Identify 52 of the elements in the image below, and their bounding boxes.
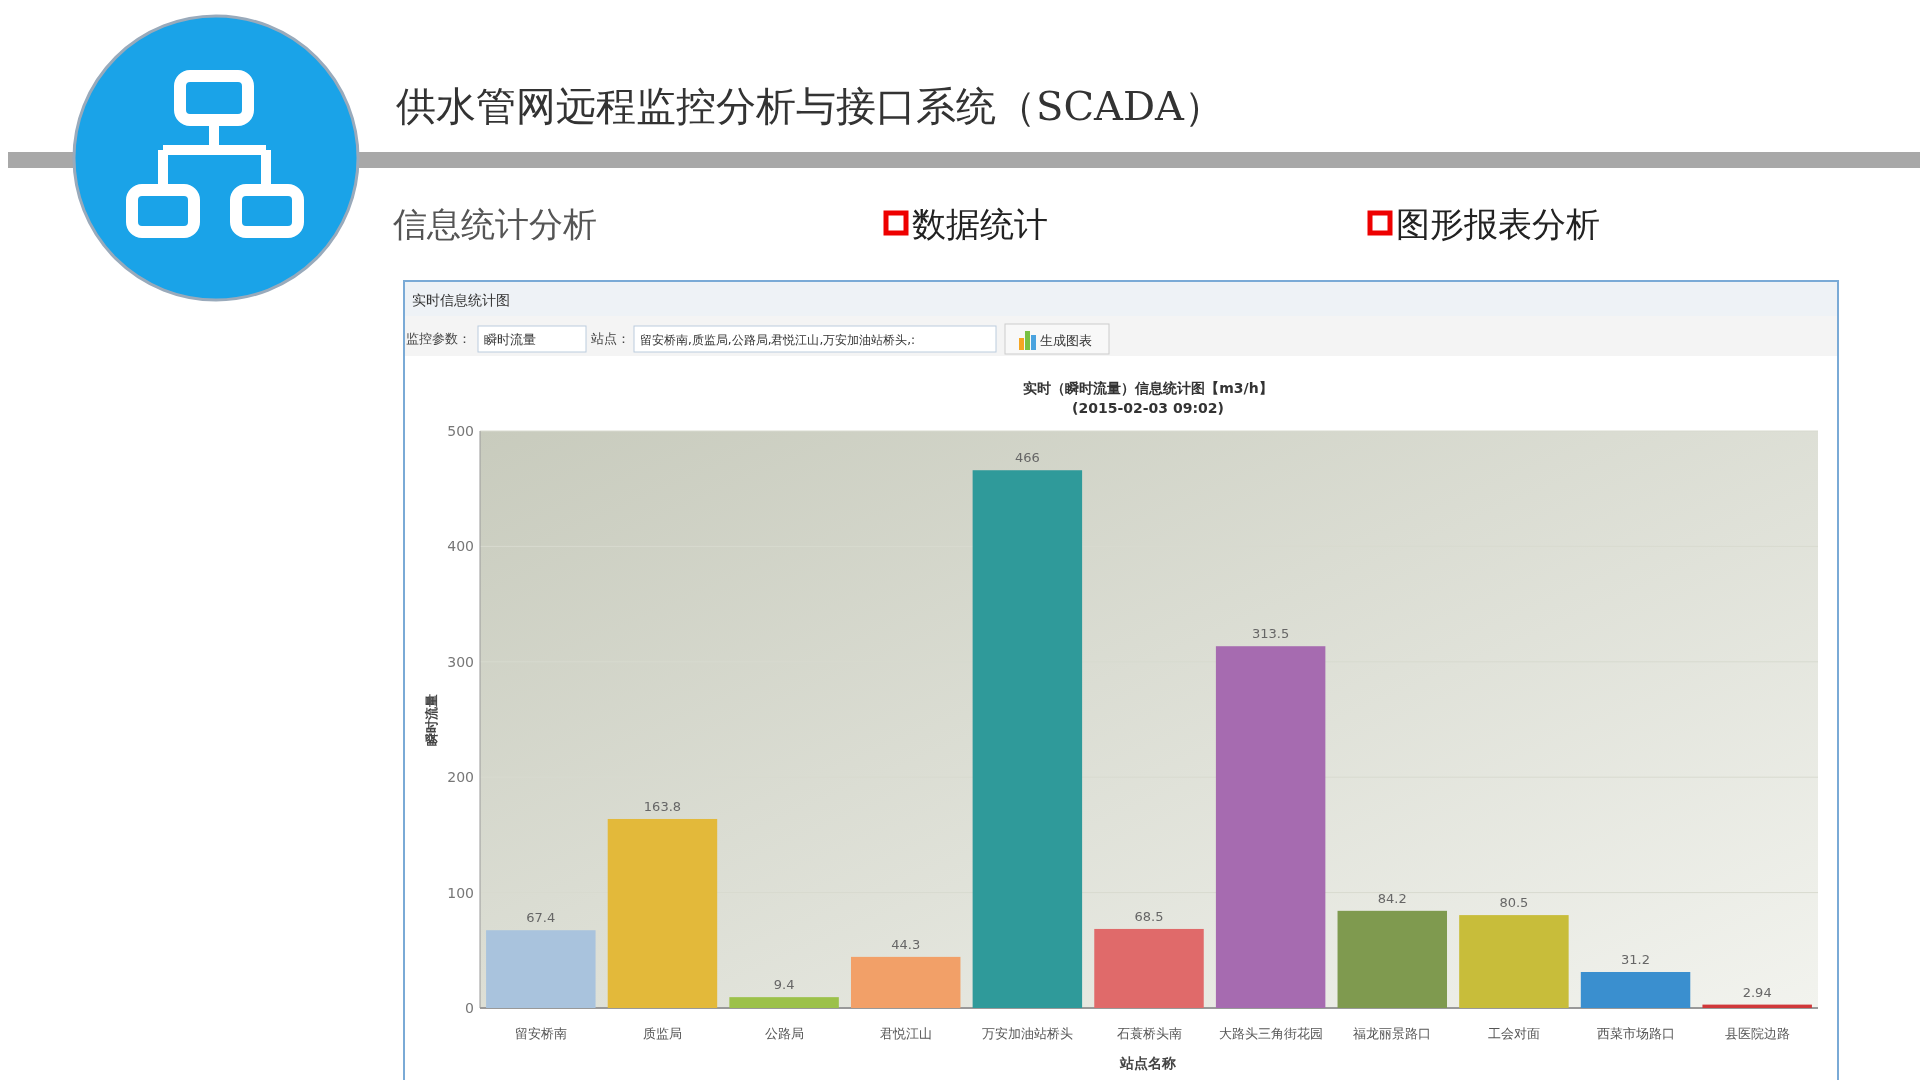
x-tick-label: 质监局 — [642, 1026, 682, 1041]
bar — [1580, 972, 1691, 1008]
data-label: 163.8 — [643, 798, 682, 814]
text: 监控参数： — [406, 331, 471, 346]
chart-title: 实时（瞬时流量）信息统计图【m3/h】 — [1023, 380, 1273, 396]
x-axis-title: 站点名称 — [1119, 1055, 1176, 1071]
y-tick-label: 500 — [447, 423, 474, 439]
text: 生成图表 — [1040, 333, 1092, 348]
x-tick-label: 公路局 — [764, 1026, 804, 1041]
text: 供水管网远程监控分析与接口系统（SCADA） — [396, 83, 1224, 129]
text: 站点： — [591, 331, 630, 346]
data-label: 84.2 — [1377, 890, 1407, 906]
data-label: 9.4 — [773, 977, 795, 993]
text: 留安桥南,质监局,公路局,君悦江山,万安加油站桥头,: — [640, 333, 916, 347]
x-tick-label: 西菜市场路口 — [1596, 1026, 1675, 1041]
bar — [972, 470, 1083, 1008]
bar — [1337, 910, 1448, 1008]
bar — [1215, 646, 1326, 1008]
y-tick-label: 400 — [447, 538, 474, 555]
y-axis-title: 瞬时流量 — [424, 693, 439, 746]
chart-subtitle: (2015-02-03 09:02) — [1072, 400, 1224, 416]
x-tick-label: 君悦江山 — [879, 1026, 932, 1041]
data-label: 31.2 — [1621, 952, 1651, 967]
text: 图形报表分析 — [1396, 204, 1600, 244]
y-tick-label: 200 — [447, 769, 474, 786]
x-tick-label: 工会对面 — [1487, 1026, 1540, 1041]
text: 数据统计 — [912, 204, 1048, 244]
y-tick-label: 0 — [465, 1000, 474, 1016]
y-tick-label: 300 — [447, 653, 474, 670]
text: 实时信息统计图 — [412, 292, 510, 308]
y-tick-label: 100 — [447, 884, 474, 901]
data-label: 313.5 — [1252, 626, 1290, 642]
x-tick-label: 福龙丽景路口 — [1353, 1026, 1432, 1041]
bar — [729, 997, 839, 1008]
bar — [1459, 915, 1569, 1008]
bar — [850, 956, 961, 1008]
data-label: 67.4 — [526, 910, 556, 926]
x-tick-label: 留安桥南 — [514, 1026, 567, 1041]
bar — [1094, 928, 1204, 1008]
bar — [607, 818, 718, 1008]
x-tick-label: 县医院边路 — [1724, 1026, 1790, 1041]
bar — [486, 930, 596, 1008]
data-label: 44.3 — [891, 936, 921, 952]
text: 瞬时流量 — [484, 332, 536, 347]
data-label: 2.94 — [1742, 984, 1772, 1000]
x-tick-label: 万安加油站桥头 — [981, 1026, 1073, 1041]
x-tick-label: 大路头三角街花园 — [1218, 1026, 1323, 1041]
data-label: 80.5 — [1499, 895, 1529, 911]
data-label: 466 — [1014, 450, 1040, 466]
text: 信息统计分析 — [393, 204, 597, 244]
x-tick-label: 石蓑桥头南 — [1116, 1026, 1182, 1041]
data-label: 68.5 — [1134, 908, 1164, 924]
